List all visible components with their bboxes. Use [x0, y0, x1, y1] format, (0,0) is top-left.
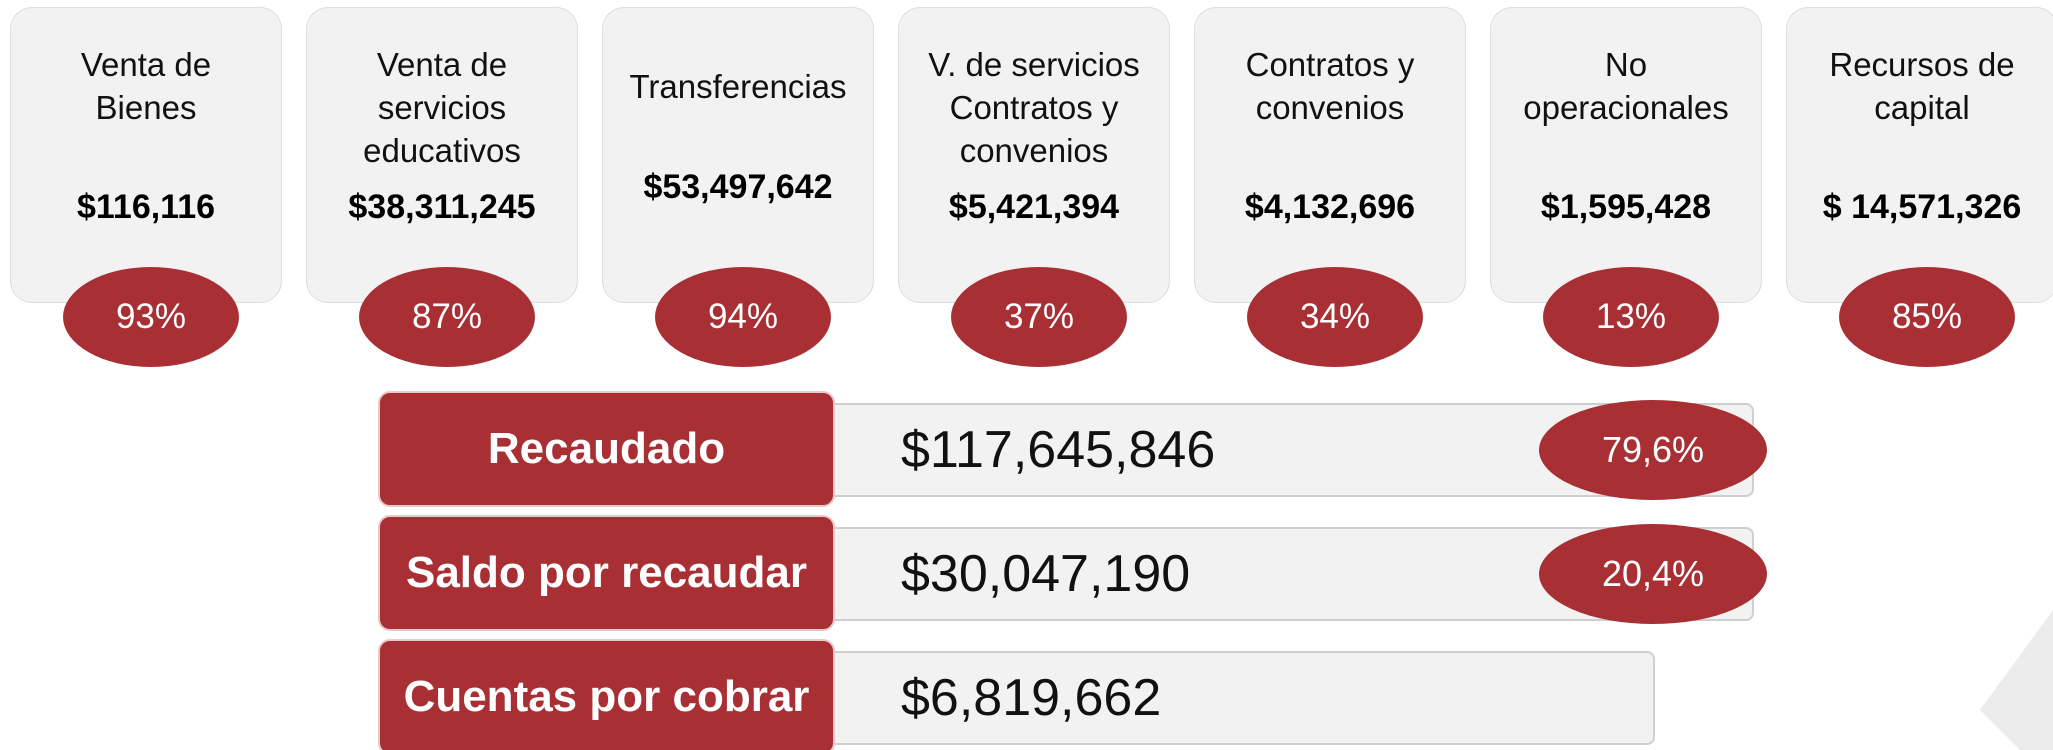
- percent-badge: 37%: [951, 267, 1127, 367]
- card: Venta de servicios educativos $38,311,245: [306, 7, 578, 303]
- card: Recursos de capital $ 14,571,326: [1786, 7, 2053, 303]
- card: V. de servicios Contratos y convenios $5,42…: [898, 7, 1170, 303]
- card-amount: $ 14,571,326: [1822, 188, 2022, 226]
- card-title: convenios: [1255, 89, 1405, 126]
- card-amount: $53,497,642: [643, 168, 833, 206]
- card: No operacionales $1,595,428: [1490, 7, 1762, 303]
- card-amount: $1,595,428: [1540, 188, 1712, 226]
- percent-badge: 87%: [359, 267, 535, 367]
- card: Transferencias $53,497,642: [602, 7, 874, 303]
- card-title: convenios: [959, 132, 1109, 169]
- card-title: operacionales: [1523, 89, 1729, 126]
- card-title: Recursos de: [1829, 46, 2015, 83]
- card-title: educativos: [363, 132, 521, 169]
- percent-badge: 34%: [1247, 267, 1423, 367]
- percent-badge: 93%: [63, 267, 239, 367]
- percent-badge: 85%: [1839, 267, 2015, 367]
- card-title: Transferencias: [629, 68, 847, 105]
- card-title: Venta de: [376, 46, 508, 83]
- row-label: Saldo por recaudar: [378, 515, 835, 631]
- card-title: Bienes: [95, 89, 197, 126]
- percent-badge: 94%: [655, 267, 831, 367]
- card-title: servicios: [377, 89, 507, 126]
- card-title: Contratos y: [949, 89, 1119, 126]
- card-title: V. de servicios: [928, 46, 1140, 83]
- card-title: capital: [1874, 89, 1970, 126]
- card-amount: $4,132,696: [1244, 188, 1416, 226]
- card-amount: $5,421,394: [948, 188, 1120, 226]
- row-amount: $6,819,662: [835, 651, 1655, 745]
- card-title: Contratos y: [1245, 46, 1415, 83]
- card-amount: $116,116: [76, 188, 216, 226]
- row-label: Cuentas por cobrar: [378, 639, 835, 750]
- row-label: Recaudado: [378, 391, 835, 507]
- percent-badge: 20,4%: [1539, 524, 1767, 624]
- percent-badge: 79,6%: [1539, 400, 1767, 500]
- card: Contratos y convenios $4,132,696: [1194, 7, 1466, 303]
- card-title: No: [1604, 46, 1648, 83]
- card: Venta de Bienes $116,116: [10, 7, 282, 303]
- percent-badge: 13%: [1543, 267, 1719, 367]
- card-title: Venta de: [80, 46, 212, 83]
- card-amount: $38,311,245: [348, 188, 536, 226]
